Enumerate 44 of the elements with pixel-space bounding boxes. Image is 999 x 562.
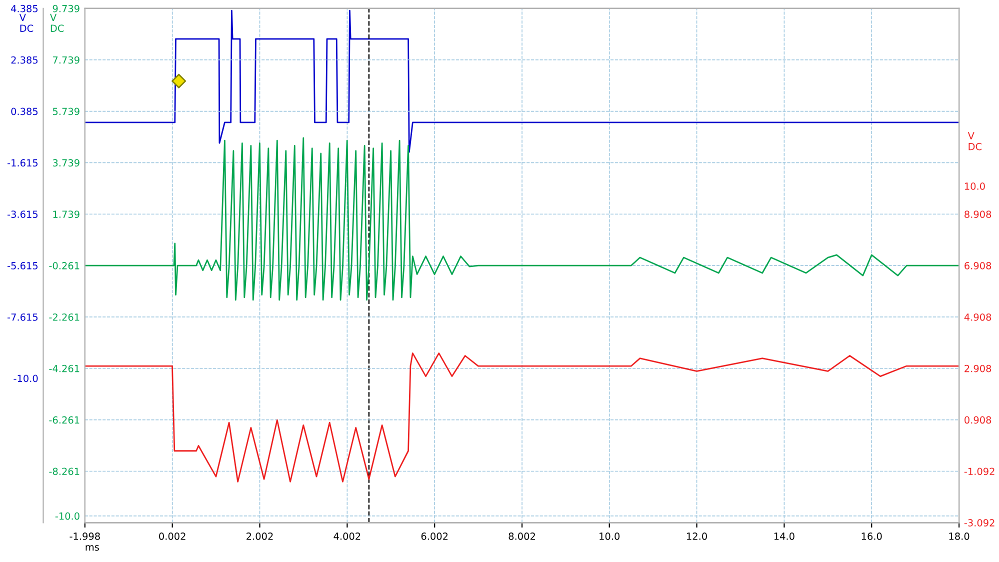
y-tick-label: -5.615 — [8, 262, 38, 270]
x-tick-label: 4.002 — [334, 532, 360, 540]
y2-tick-label: -2.261 — [49, 313, 80, 321]
x-tick-label: 14.0 — [774, 532, 794, 540]
y3-axis-title: V DC — [968, 132, 982, 150]
y-tick-label: 2.385 — [11, 56, 38, 64]
x-tick-label: -1.998 — [70, 532, 100, 540]
y3-tick-label: 10.0 — [964, 182, 985, 190]
x-tick-label: 0.002 — [159, 532, 186, 540]
y2-tick-label: -8.261 — [49, 468, 80, 476]
line-series — [84, 352, 960, 482]
y2-tick-label: -0.261 — [49, 262, 80, 270]
y2-tick-label: -6.261 — [49, 416, 80, 424]
x-axis-title: ms — [86, 545, 99, 551]
y2-tick-label: -10.0 — [55, 512, 80, 520]
y-tick-label: -10.0 — [14, 374, 38, 382]
y2-tick-label: 5.739 — [52, 108, 80, 116]
y2-tick-label: 9.739 — [52, 4, 80, 12]
y2-tick-label: 7.739 — [53, 56, 80, 64]
y3-tick-label: 2.908 — [964, 364, 992, 372]
y3-tick-label: -1.092 — [964, 468, 994, 476]
line-series — [84, 137, 960, 301]
x-tick-label: 18.0 — [949, 532, 970, 540]
y-tick-label: -3.615 — [8, 210, 38, 218]
x-tick-label: 16.0 — [862, 532, 882, 540]
y2-tick-label: 3.739 — [52, 159, 80, 167]
x-tick-label: 10.0 — [600, 532, 620, 540]
x-tick-label: 12.0 — [687, 532, 707, 540]
y-axis-title: V DC — [19, 14, 34, 32]
x-tick-label: 2.002 — [246, 532, 273, 540]
x-tick-label: 6.002 — [421, 532, 448, 540]
y-tick-label: 4.385 — [11, 4, 38, 12]
y-tick-label: 0.385 — [11, 108, 38, 116]
y-tick-label: -1.615 — [8, 159, 38, 167]
y2-tick-label: -4.261 — [49, 364, 80, 372]
y3-tick-label: 4.908 — [964, 313, 992, 321]
y3-tick-label: 0.908 — [964, 416, 992, 424]
y3-tick-label: 6.908 — [964, 262, 992, 270]
y3-tick-label: 8.908 — [964, 210, 992, 218]
y-tick-label: -7.615 — [8, 313, 38, 321]
y3-tick-label: -3.092 — [964, 519, 994, 526]
y2-axis-title: V DC — [50, 14, 64, 32]
y2-tick-label: 1.739 — [53, 210, 80, 218]
x-tick-label: 8.002 — [508, 532, 535, 540]
